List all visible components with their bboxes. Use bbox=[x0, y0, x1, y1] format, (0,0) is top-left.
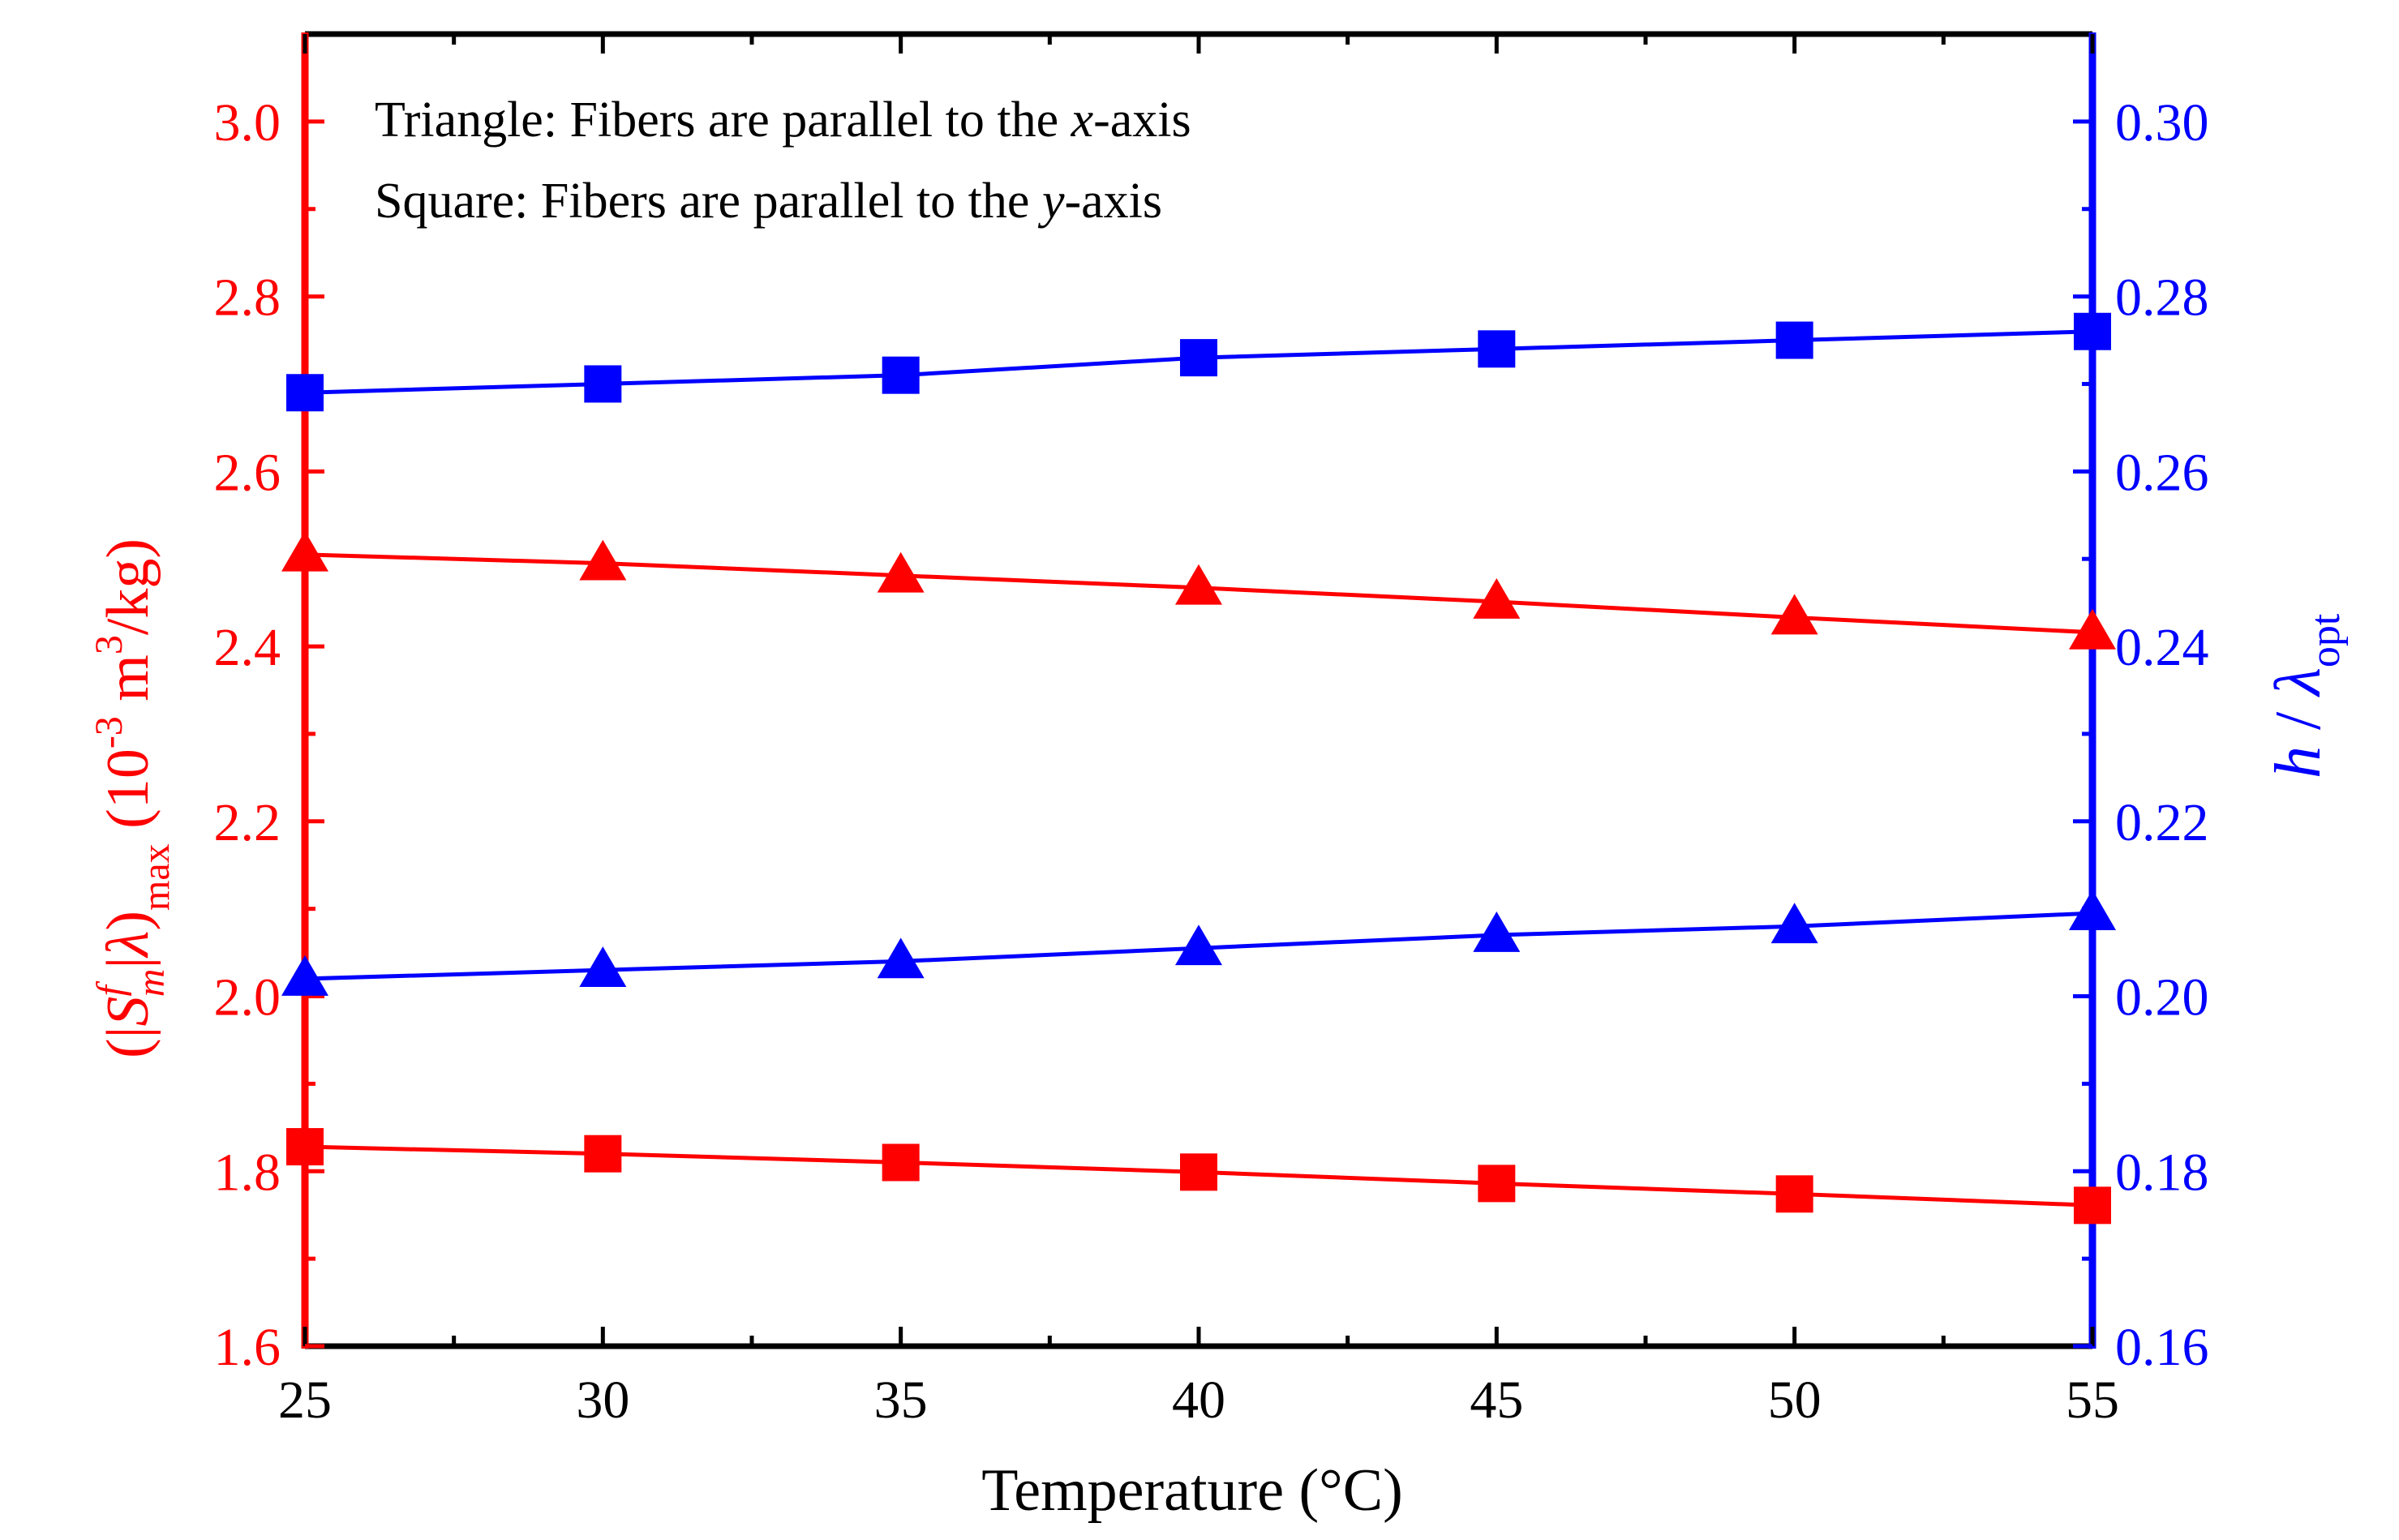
right-tick-label: 0.28 bbox=[2115, 268, 2209, 328]
square-marker bbox=[1180, 1153, 1217, 1191]
triangle-marker bbox=[877, 937, 925, 979]
right-tick-label: 0.24 bbox=[2115, 618, 2209, 677]
triangle-marker bbox=[579, 539, 627, 581]
x-tick-label: 55 bbox=[2066, 1371, 2119, 1430]
right-tick-label: 0.18 bbox=[2115, 1143, 2209, 1202]
square-marker bbox=[1775, 321, 1813, 359]
square-marker bbox=[286, 1128, 324, 1166]
left-tick-label: 2.8 bbox=[214, 268, 281, 328]
square-marker bbox=[2074, 1186, 2111, 1225]
triangle-marker bbox=[579, 946, 627, 988]
triangle-marker bbox=[2069, 890, 2116, 930]
square-marker bbox=[1478, 1165, 1516, 1203]
x-tick-label: 25 bbox=[278, 1371, 332, 1430]
square-marker bbox=[1478, 330, 1516, 368]
left-tick-label: 2.0 bbox=[214, 968, 281, 1027]
square-marker bbox=[584, 1135, 622, 1173]
x-tick-label: 30 bbox=[576, 1371, 629, 1430]
annotation-triangle: Triangle: Fibers are parallel to the x-a… bbox=[375, 92, 1191, 148]
left-tick-label: 3.0 bbox=[214, 93, 281, 152]
square-marker bbox=[2074, 312, 2111, 350]
left-tick-label: 1.8 bbox=[214, 1143, 281, 1202]
right-tick-label: 0.22 bbox=[2115, 793, 2209, 852]
left-tick-label: 2.2 bbox=[214, 793, 281, 852]
triangle-marker bbox=[1770, 903, 1818, 944]
tick-labels: 25 30 35 40 45 50 55 1.6 1.8 2.0 2.2 2.4 2.6 2.8 3.0 0.… bbox=[214, 93, 2209, 1430]
left-tick-label: 2.4 bbox=[214, 618, 281, 677]
right-tick-label: 0.20 bbox=[2115, 968, 2209, 1027]
axis-ticks bbox=[303, 34, 2095, 1349]
left-tick-label: 1.6 bbox=[214, 1318, 281, 1377]
square-marker bbox=[882, 1143, 920, 1182]
right-tick-label: 0.26 bbox=[2115, 443, 2209, 502]
triangle-marker bbox=[281, 530, 328, 572]
triangle-marker bbox=[1473, 578, 1521, 619]
square-marker bbox=[1180, 339, 1217, 377]
x-tick-label: 40 bbox=[1172, 1371, 1225, 1430]
square-marker bbox=[286, 374, 324, 412]
right-axis-title: h / λopt bbox=[2263, 613, 2349, 779]
right-tick-label: 0.30 bbox=[2115, 93, 2209, 152]
triangle-marker bbox=[1770, 594, 1818, 635]
triangle-marker bbox=[2069, 608, 2116, 650]
series-layer bbox=[281, 312, 2116, 1225]
x-tick-label: 35 bbox=[874, 1371, 928, 1430]
triangle-marker bbox=[877, 551, 925, 593]
triangle-marker bbox=[1473, 912, 1521, 952]
left-axis-title: (|Sfm|λ)max (10-3 m3/kg) bbox=[88, 538, 178, 1058]
triangle-marker bbox=[281, 954, 328, 996]
square-marker bbox=[882, 356, 920, 394]
annotation-square: Square: Fibers are parallel to the y-axi… bbox=[375, 174, 1162, 229]
square-marker bbox=[584, 365, 622, 403]
x-tick-label: 45 bbox=[1470, 1371, 1523, 1430]
x-tick-label: 50 bbox=[1768, 1371, 1822, 1430]
right-tick-label: 0.16 bbox=[2115, 1318, 2209, 1377]
x-axis-title: Temperature (°C) bbox=[981, 1457, 1403, 1524]
left-tick-label: 2.6 bbox=[214, 443, 281, 502]
square-marker bbox=[1775, 1175, 1813, 1213]
triangle-marker bbox=[1175, 564, 1222, 605]
triangle-marker bbox=[1175, 924, 1222, 966]
